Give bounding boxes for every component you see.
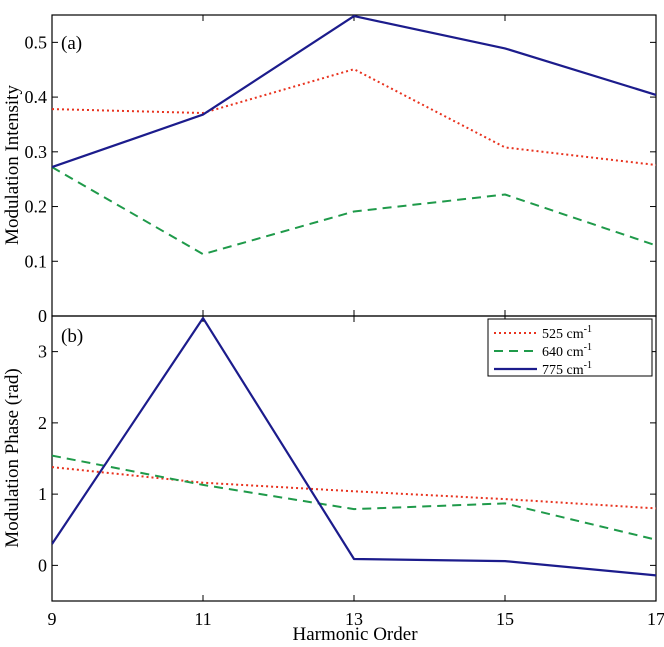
legend-box [487, 318, 653, 377]
y-tick-label: 0 [38, 306, 47, 326]
panel-a-series [52, 15, 656, 256]
series-line-525-cm-1 [52, 68, 656, 166]
panel-a-ticks [51, 15, 657, 317]
y-tick-label: 0 [38, 555, 47, 575]
series-line-775-cm-1 [52, 317, 656, 577]
legend-entry-775: 775 cm-1 [542, 360, 592, 378]
x-tick-label: 15 [496, 609, 514, 629]
y-tick-label: 0.1 [25, 251, 48, 271]
panel-b-y-tick-labels: 0 1 2 3 [38, 342, 47, 576]
y-tick-label: 0.2 [25, 197, 48, 217]
panel-a-y-tick-labels: 0 0.1 0.2 0.3 0.4 0.5 [25, 32, 48, 326]
legend-entry-640: 640 cm-1 [542, 342, 592, 360]
legend-entry-640-label: 640 cm [542, 345, 584, 360]
x-tick-label: 13 [345, 609, 363, 629]
legend-entry-775-sup: -1 [584, 360, 592, 371]
series-line-640-cm-1 [52, 454, 656, 541]
y-tick-label: 1 [38, 484, 47, 504]
y-tick-label: 0.3 [25, 142, 48, 162]
y-tick-label: 0.4 [25, 87, 48, 107]
panel-b: 0 1 2 3 9 11 13 15 17 (b) Modulation Phase (rad… [2, 315, 664, 645]
panel-a-y-axis-label: Modulation Intensity [2, 85, 23, 245]
panel-b-series [52, 317, 656, 577]
legend-entry-775-label: 775 cm [542, 363, 584, 378]
panel-a-label: (a) [61, 33, 82, 54]
y-tick-label: 0.5 [25, 32, 48, 52]
x-tick-label: 9 [48, 609, 57, 629]
legend-entry-640-sup: -1 [584, 342, 592, 353]
panel-a-frame [51, 14, 657, 317]
x-axis-label: Harmonic Order [292, 624, 418, 645]
series-line-775-cm-1 [52, 15, 656, 169]
legend: 525 cm-1 640 cm-1 775 cm-1 [487, 318, 653, 378]
series-line-640-cm-1 [52, 166, 656, 256]
x-tick-label: 11 [194, 609, 211, 629]
legend-entry-525-sup: -1 [584, 324, 592, 335]
y-tick-label: 2 [38, 413, 47, 433]
legend-entry-525-label: 525 cm [542, 327, 584, 342]
panel-a: 0 0.1 0.2 0.3 0.4 0.5 (a) Modulation Intensit… [2, 14, 657, 326]
panel-b-label: (b) [61, 326, 83, 347]
legend-entry-525: 525 cm-1 [542, 324, 592, 342]
panel-b-y-axis-label: Modulation Phase (rad) [2, 368, 23, 547]
x-tick-labels: 9 11 13 15 17 [48, 609, 664, 629]
y-tick-label: 3 [38, 342, 47, 362]
x-tick-label: 17 [647, 609, 664, 629]
series-line-525-cm-1 [52, 466, 656, 510]
